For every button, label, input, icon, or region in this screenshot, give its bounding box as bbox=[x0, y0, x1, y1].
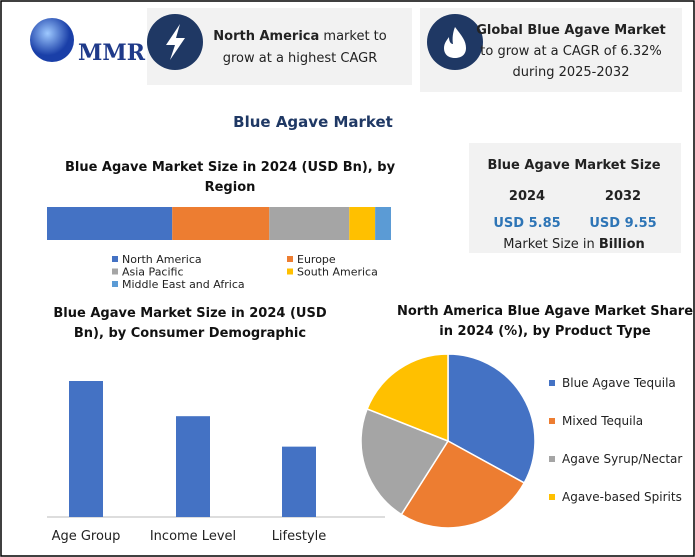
legend-swatch bbox=[549, 456, 555, 462]
bar-segment bbox=[375, 207, 391, 240]
highlight-text: during 2025-2032 bbox=[513, 65, 630, 80]
summary-year: 2024 bbox=[509, 189, 545, 204]
legend-swatch bbox=[287, 256, 293, 262]
legend-label: Agave Syrup/Nectar bbox=[562, 452, 682, 466]
summary-value: USD 5.85 bbox=[493, 216, 560, 231]
legend-label: South America bbox=[297, 266, 378, 279]
icon-flame bbox=[444, 27, 466, 58]
legend-swatch bbox=[287, 268, 293, 275]
summary-value: USD 9.55 bbox=[589, 216, 656, 231]
summary-year: 2032 bbox=[605, 189, 641, 204]
pie-slice bbox=[366, 353, 449, 443]
highlight-text: to grow at a CAGR of 6.32% bbox=[480, 44, 661, 59]
pie-slice bbox=[447, 353, 536, 484]
main-title: Blue Agave Market bbox=[233, 113, 393, 131]
highlight-text: Global Blue Agave Market bbox=[476, 23, 665, 38]
bar-segment bbox=[349, 207, 376, 240]
legend-label: Asia Pacific bbox=[122, 266, 184, 279]
x-tick-label: Age Group bbox=[52, 529, 121, 544]
pie-slice bbox=[360, 407, 450, 516]
x-tick-label: Income Level bbox=[150, 529, 236, 544]
legend-label: North America bbox=[122, 253, 202, 266]
logo: MMR bbox=[78, 40, 146, 66]
chart-title: Blue Agave Market Size in 2024 (USD Bn),… bbox=[53, 306, 327, 341]
highlight-text: North America market to bbox=[213, 29, 387, 44]
summary-title: Blue Agave Market Size bbox=[487, 158, 660, 173]
logo-globe bbox=[30, 18, 74, 62]
legend-swatch bbox=[112, 268, 118, 275]
legend-label: Middle East and Africa bbox=[122, 278, 245, 291]
legend-label: Blue Agave Tequila bbox=[562, 376, 676, 390]
summary-box bbox=[469, 143, 681, 253]
chart-title: North America Blue Agave Market Share in… bbox=[396, 304, 694, 339]
bar bbox=[176, 416, 210, 517]
chart-title: Blue Agave Market Size in 2024 (USD Bn),… bbox=[64, 160, 396, 195]
bar-segment bbox=[47, 207, 173, 240]
x-tick-label: Lifestyle bbox=[272, 529, 327, 544]
legend-label: Agave-based Spirits bbox=[562, 490, 682, 504]
bar-segment bbox=[269, 207, 350, 240]
pie-slice bbox=[400, 440, 526, 529]
bar bbox=[282, 446, 316, 517]
bar-segment bbox=[172, 207, 270, 240]
summary-note: Market Size in Billion bbox=[503, 237, 645, 252]
legend-swatch bbox=[112, 256, 118, 262]
bar bbox=[69, 381, 103, 517]
legend-swatch bbox=[549, 380, 555, 386]
legend-swatch bbox=[549, 494, 555, 500]
icon-bolt bbox=[166, 24, 185, 60]
legend-swatch bbox=[549, 418, 555, 424]
legend-label: Europe bbox=[297, 253, 336, 266]
highlight-text: grow at a highest CAGR bbox=[223, 51, 378, 66]
legend-label: Mixed Tequila bbox=[562, 414, 643, 428]
legend-swatch bbox=[112, 281, 118, 287]
